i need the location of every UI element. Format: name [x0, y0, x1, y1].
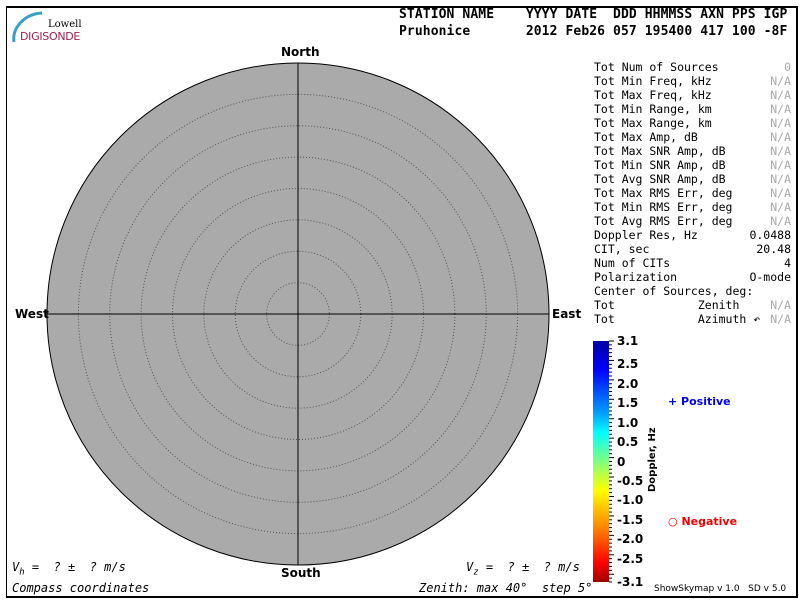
circle-icon: ○	[668, 515, 682, 528]
stat-row: Tot Num of Sources 0	[594, 60, 791, 74]
plus-icon: +	[668, 395, 682, 408]
stat-value: N/A	[770, 298, 791, 312]
colorbar-ticks	[609, 340, 614, 583]
stat-value: 0.0488	[749, 228, 791, 242]
colorbar-tick-label: -1.5	[617, 512, 644, 527]
stat-row: Num of CITs 4	[594, 256, 791, 270]
stat-row: Tot Avg RMS Err, deg N/A	[594, 214, 791, 228]
colorbar-tick-label: 2.5	[617, 357, 639, 372]
zenith-note: Zenith: max 40° step 5°	[419, 581, 593, 595]
stat-row: Tot Max Freq, kHz N/A	[594, 88, 791, 102]
stat-label: Tot Min SNR Amp, dB	[594, 158, 726, 172]
stat-row: Tot Max Amp, dB N/A	[594, 130, 791, 144]
stat-value: 20.48	[756, 242, 791, 256]
stat-value: 0	[784, 60, 791, 74]
stat-value: N/A	[770, 172, 791, 186]
stat-row: Tot Max SNR Amp, dB N/A	[594, 144, 791, 158]
stat-value: 4	[784, 256, 791, 270]
stat-value: N/A	[770, 186, 791, 200]
colorbar-tick-label: -0.5	[617, 473, 644, 488]
stat-label: Tot Min Freq, kHz	[594, 74, 712, 88]
colorbar-tick-label: 0.5	[617, 435, 639, 450]
stat-label: Num of CITs	[594, 256, 671, 270]
stat-value: N/A	[770, 200, 791, 214]
stat-label: Tot Min RMS Err, deg	[594, 200, 733, 214]
compass-south: South	[281, 566, 321, 580]
stat-row: Center of Sources, deg:	[594, 284, 791, 298]
legend-negative-label: Negative	[681, 515, 738, 528]
colorbar-tick-label: -2.0	[617, 532, 644, 547]
stat-value: N/A	[770, 74, 791, 88]
stat-row: Tot Min RMS Err, deg N/A	[594, 200, 791, 214]
logo-text-lowell: Lowell	[48, 19, 82, 30]
colorbar-tick-label: -1.0	[617, 493, 644, 508]
legend-positive: + Positive	[668, 395, 731, 408]
stat-label: Tot Azimuth ↶	[594, 312, 761, 326]
stat-row: Doppler Res, Hz 0.0488	[594, 228, 791, 242]
stat-value: N/A	[770, 312, 791, 326]
coordinates-note: Compass coordinates	[12, 581, 150, 595]
stat-row: Tot Max Range, km N/A	[594, 116, 791, 130]
stat-row: Tot Azimuth ↶ N/A	[594, 312, 791, 326]
stat-value: N/A	[770, 102, 791, 116]
vz-readout: Vz = ? ± ? m/s	[466, 560, 580, 578]
stat-value: N/A	[770, 144, 791, 158]
stat-row: Polarization O-mode	[594, 270, 791, 284]
stat-label: Tot Max Freq, kHz	[594, 88, 712, 102]
stat-row: Tot Max RMS Err, deg N/A	[594, 186, 791, 200]
plot-frame	[6, 6, 798, 598]
vh-readout: Vh = ? ± ? m/s	[12, 560, 126, 578]
stat-row: Tot Zenith N/A	[594, 298, 791, 312]
colorbar-tick-label: -2.5	[617, 551, 644, 566]
header-values: Pruhonice 2012 Feb26 057 195400 417 100 …	[399, 24, 788, 39]
colorbar-tick-label: -3.1	[617, 575, 644, 589]
stat-label: Polarization	[594, 270, 678, 284]
stat-value: N/A	[770, 214, 791, 228]
stat-label: CIT, sec	[594, 242, 650, 256]
colorbar-tick-label: 1.5	[617, 396, 639, 411]
logo-text-digisonde: DIGISONDE	[20, 30, 81, 43]
compass-north: North	[281, 45, 320, 59]
stat-row: CIT, sec 20.48	[594, 242, 791, 256]
colorbar-label: Doppler, Hz	[647, 427, 658, 492]
stat-value: N/A	[770, 116, 791, 130]
header-labels: STATION NAME YYYY DATE DDD HHMMSS AXN PP…	[399, 7, 788, 22]
stat-label: Tot Num of Sources	[594, 60, 719, 74]
skymap-plot[interactable]	[0, 0, 590, 600]
stat-row: Tot Min Freq, kHz N/A	[594, 74, 791, 88]
colorbar-tick-label: 1.0	[617, 415, 639, 430]
colorbar-tick-label: 2.0	[617, 376, 639, 391]
version-info: ShowSkymap v 1.0 SD v 5.0	[654, 584, 787, 594]
stat-label: Tot Max RMS Err, deg	[594, 186, 733, 200]
stat-label: Tot Max SNR Amp, dB	[594, 144, 726, 158]
stat-row: Tot Min SNR Amp, dB N/A	[594, 158, 791, 172]
stat-label: Tot Max Range, km	[594, 116, 712, 130]
lowell-digisonde-logo: Lowell DIGISONDE	[10, 10, 90, 50]
logo-arc-icon	[12, 11, 43, 43]
stat-value: N/A	[770, 158, 791, 172]
stat-label: Tot Avg RMS Err, deg	[594, 214, 733, 228]
colorbar-tick-label: 0	[617, 454, 626, 469]
stat-label: Center of Sources, deg:	[594, 284, 754, 298]
compass-east: East	[552, 307, 582, 321]
stat-label: Doppler Res, Hz	[594, 228, 698, 242]
stat-row: Tot Avg SNR Amp, dB N/A	[594, 172, 791, 186]
doppler-colorbar	[593, 341, 609, 582]
stat-value: N/A	[770, 130, 791, 144]
stat-value: O-mode	[749, 270, 791, 284]
compass-west: West	[15, 307, 49, 321]
colorbar-tick-label: 3.1	[617, 334, 639, 348]
stat-label: Tot Avg SNR Amp, dB	[594, 172, 726, 186]
legend-positive-label: Positive	[681, 395, 731, 408]
stat-label: Tot Zenith	[594, 298, 740, 312]
legend-negative: ○ Negative	[668, 515, 737, 528]
stat-label: Tot Max Amp, dB	[594, 130, 698, 144]
stat-value: N/A	[770, 88, 791, 102]
stat-row: Tot Min Range, km N/A	[594, 102, 791, 116]
stat-label: Tot Min Range, km	[594, 102, 712, 116]
